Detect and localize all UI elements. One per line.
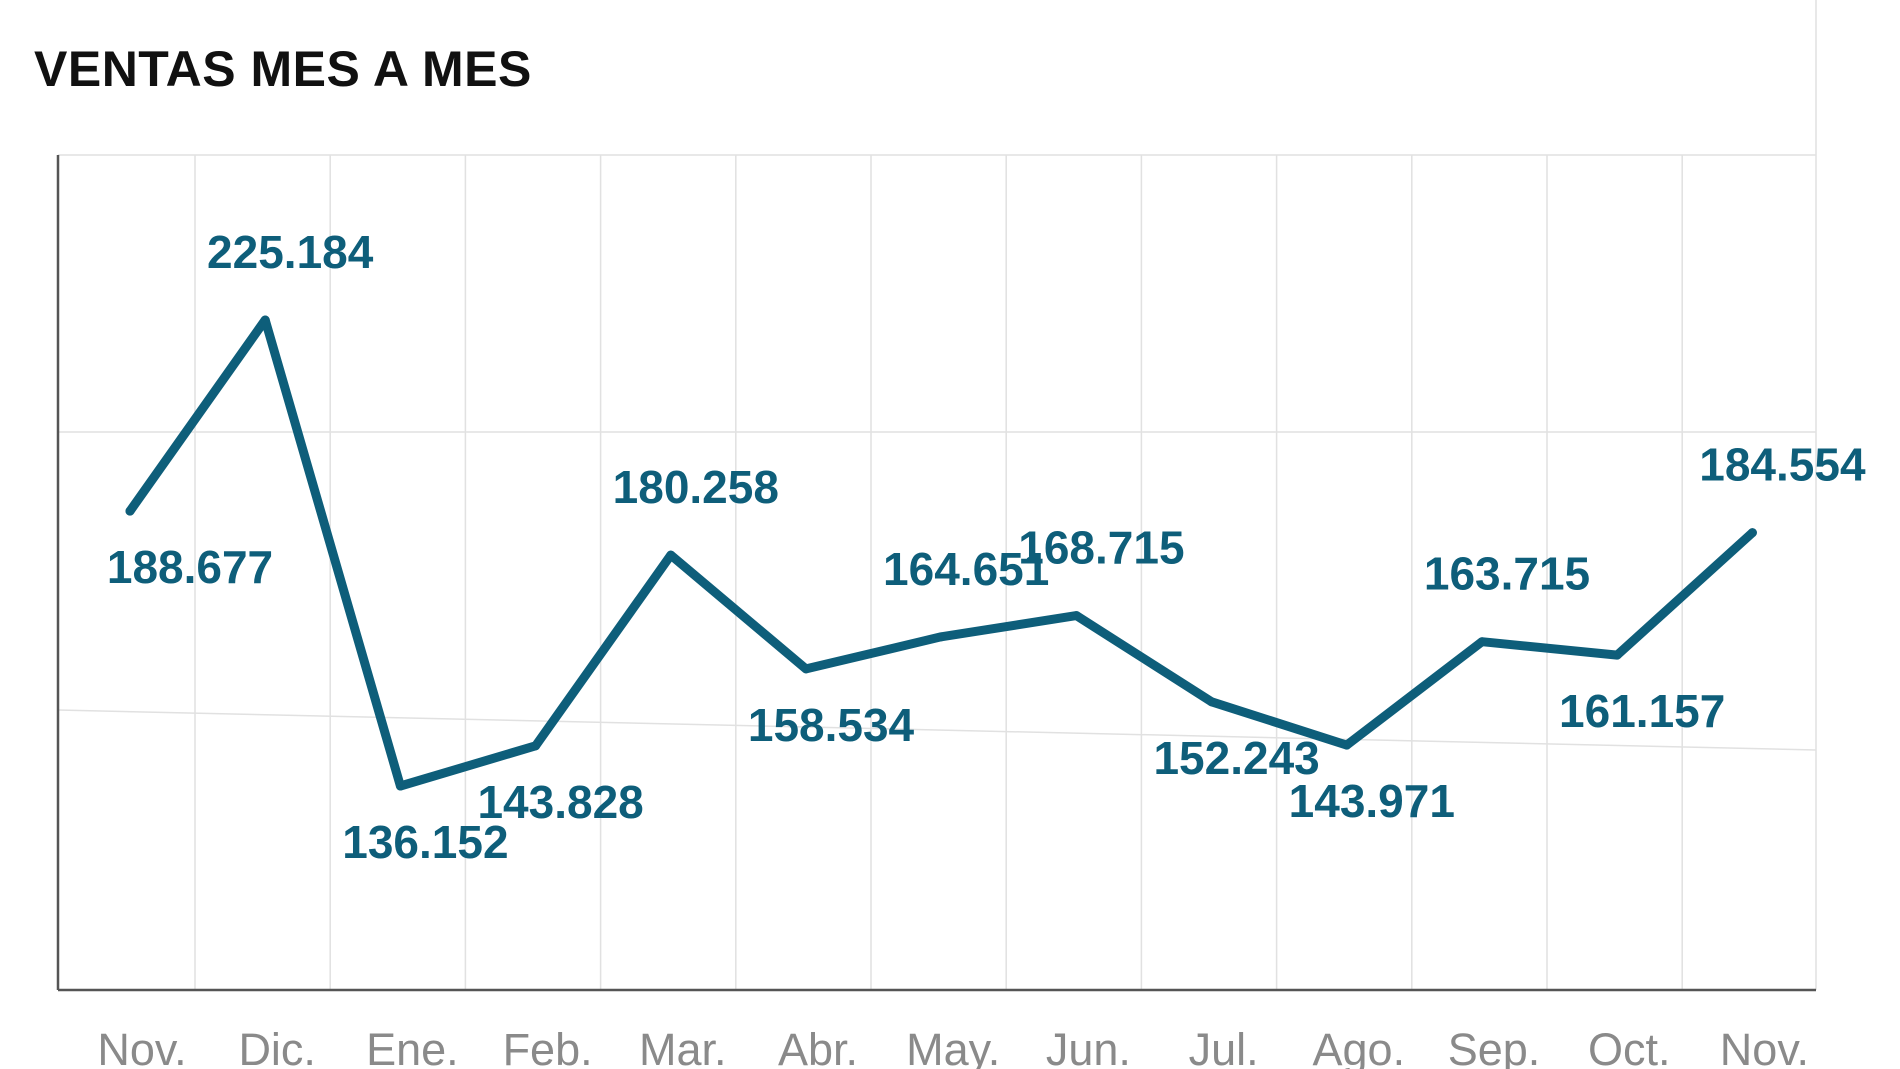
line-layer <box>125 315 1757 791</box>
chart-title: VENTAS MES A MES <box>34 41 532 97</box>
x-tick-label: Ago. <box>1313 1024 1406 1069</box>
x-tick-label: May. <box>906 1024 1000 1069</box>
data-point <box>1342 740 1352 750</box>
data-label: 225.184 <box>207 226 374 278</box>
data-label: 180.258 <box>613 461 779 513</box>
axis-layer <box>56 155 1816 992</box>
x-tick-label: Dic. <box>238 1024 316 1069</box>
data-label: 184.554 <box>1699 439 1866 491</box>
x-tick-label: Ene. <box>366 1024 459 1069</box>
data-point <box>1747 528 1757 538</box>
x-tick-layer: Nov. Dic. Ene. Feb. Mar. Abr. May. Jun. Jul. Ago.… <box>97 1024 1809 1069</box>
data-point <box>1071 611 1081 621</box>
data-label: 136.152 <box>342 816 508 868</box>
x-tick-label: Feb. <box>503 1024 593 1069</box>
data-point <box>1477 637 1487 647</box>
data-label: 161.157 <box>1559 685 1725 737</box>
data-point <box>1207 697 1217 707</box>
data-point <box>936 632 946 642</box>
data-point <box>260 315 270 325</box>
data-label: 143.971 <box>1289 775 1455 827</box>
data-point <box>395 781 405 791</box>
data-label: 143.828 <box>477 776 643 828</box>
data-label: 188.677 <box>107 541 273 593</box>
x-tick-label: Sep. <box>1448 1024 1541 1069</box>
grid-line-horizontal <box>57 709 1817 751</box>
data-label: 164.651 <box>883 543 1049 595</box>
x-tick-label: Oct. <box>1588 1024 1671 1069</box>
data-point <box>666 550 676 560</box>
data-point <box>125 506 135 516</box>
data-label: 163.715 <box>1424 548 1590 600</box>
x-tick-label: Nov. <box>1720 1024 1809 1069</box>
data-label: 158.534 <box>748 699 915 751</box>
x-tick-label: Jul. <box>1189 1024 1259 1069</box>
grid-layer <box>57 0 1817 990</box>
x-tick-label: Nov. <box>97 1024 186 1069</box>
x-tick-label: Mar. <box>639 1024 727 1069</box>
data-label: 168.715 <box>1018 522 1184 574</box>
x-tick-label: Jun. <box>1046 1024 1131 1069</box>
data-point <box>531 741 541 751</box>
x-tick-label: Abr. <box>778 1024 858 1069</box>
data-label: 152.243 <box>1153 732 1319 784</box>
data-point <box>1612 650 1622 660</box>
data-point <box>801 664 811 674</box>
